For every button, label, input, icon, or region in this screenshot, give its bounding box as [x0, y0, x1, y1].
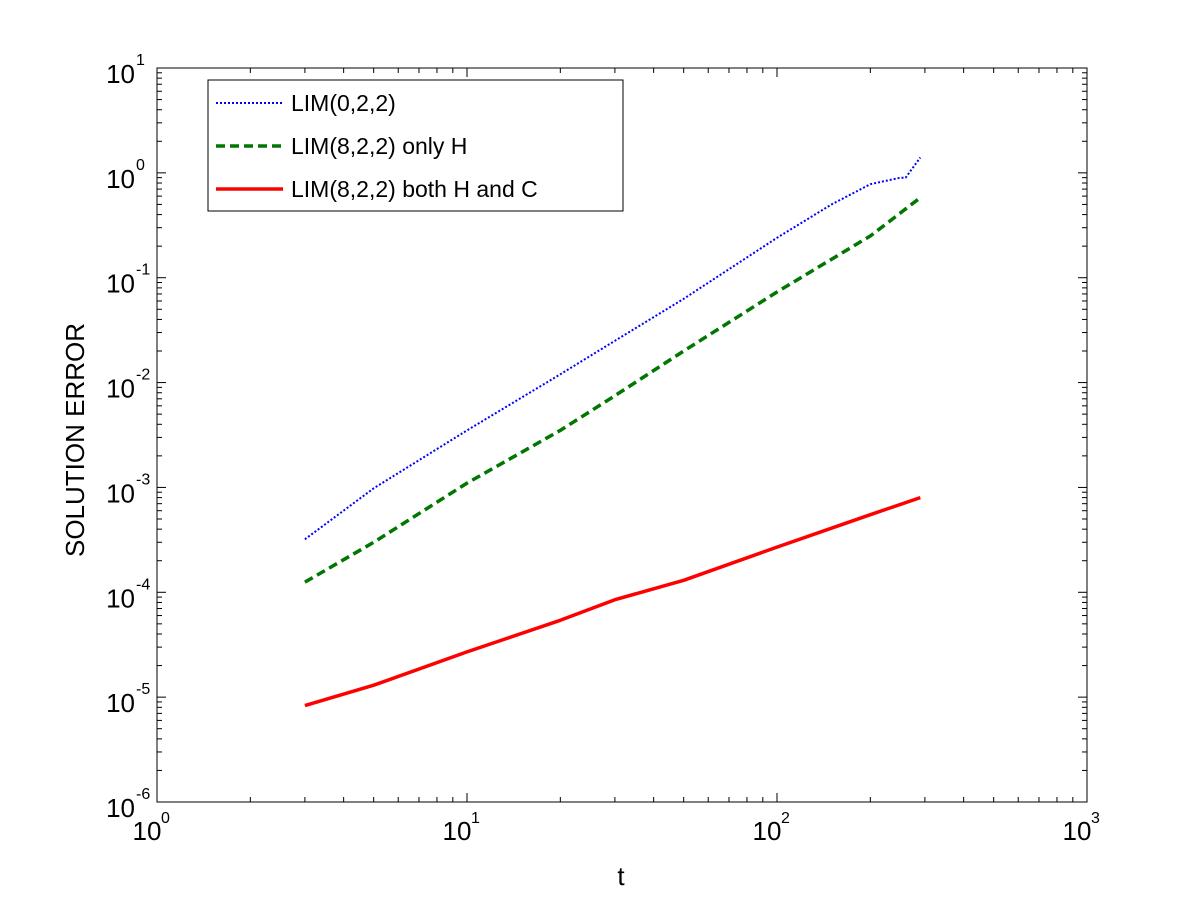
y-tick-exponent: -4 [136, 576, 150, 593]
y-tick-exponent: 0 [136, 157, 145, 174]
y-axis-label: SOLUTION ERROR [60, 323, 90, 557]
y-tick-label: 10 [106, 269, 135, 299]
x-tick-exponent: 0 [161, 810, 170, 827]
x-tick-label: 10 [133, 816, 162, 846]
legend-label-lim-8-2-2-only-h: LIM(8,2,2) only H [291, 133, 467, 159]
x-tick-exponent: 2 [781, 810, 790, 827]
y-tick-label: 10 [106, 478, 135, 508]
series-line-lim-8-2-2-both-h-and-c [304, 495, 921, 708]
x-axis-ticks: 10 0 10 1 10 2 10 3 [133, 68, 1100, 846]
y-tick-exponent: -3 [136, 471, 150, 488]
x-tick-label: 10 [443, 816, 472, 846]
y-tick-exponent: -2 [136, 367, 150, 384]
y-tick-label: 10 [106, 688, 135, 718]
y-tick-label: 10 [106, 374, 135, 404]
y-tick-exponent: -1 [136, 262, 150, 279]
series-line-lim-0-2-2 [304, 156, 922, 541]
y-tick-label: 10 [106, 164, 135, 194]
x-tick-label: 10 [1063, 816, 1092, 846]
x-tick-exponent: 3 [1091, 810, 1100, 827]
y-tick-label: 10 [106, 59, 135, 89]
x-tick-label: 10 [753, 816, 782, 846]
legend-label-lim-8-2-2-both-h-and-c: LIM(8,2,2) both H and C [291, 176, 538, 202]
y-tick-exponent: -6 [136, 786, 150, 803]
x-tick-exponent: 1 [471, 810, 480, 827]
y-tick-exponent: 1 [136, 52, 145, 69]
y-tick-exponent: -5 [136, 681, 150, 698]
series-line-lim-8-2-2-only-h [304, 196, 922, 584]
series-layer [304, 156, 922, 708]
legend-label-lim-0-2-2: LIM(0,2,2) [291, 90, 396, 116]
legend: LIM(0,2,2) LIM(8,2,2) only H LIM(8,2,2) bo… [207, 79, 624, 212]
y-tick-label: 10 [106, 793, 135, 823]
y-tick-label: 10 [106, 583, 135, 613]
x-axis-label: t [617, 861, 625, 891]
